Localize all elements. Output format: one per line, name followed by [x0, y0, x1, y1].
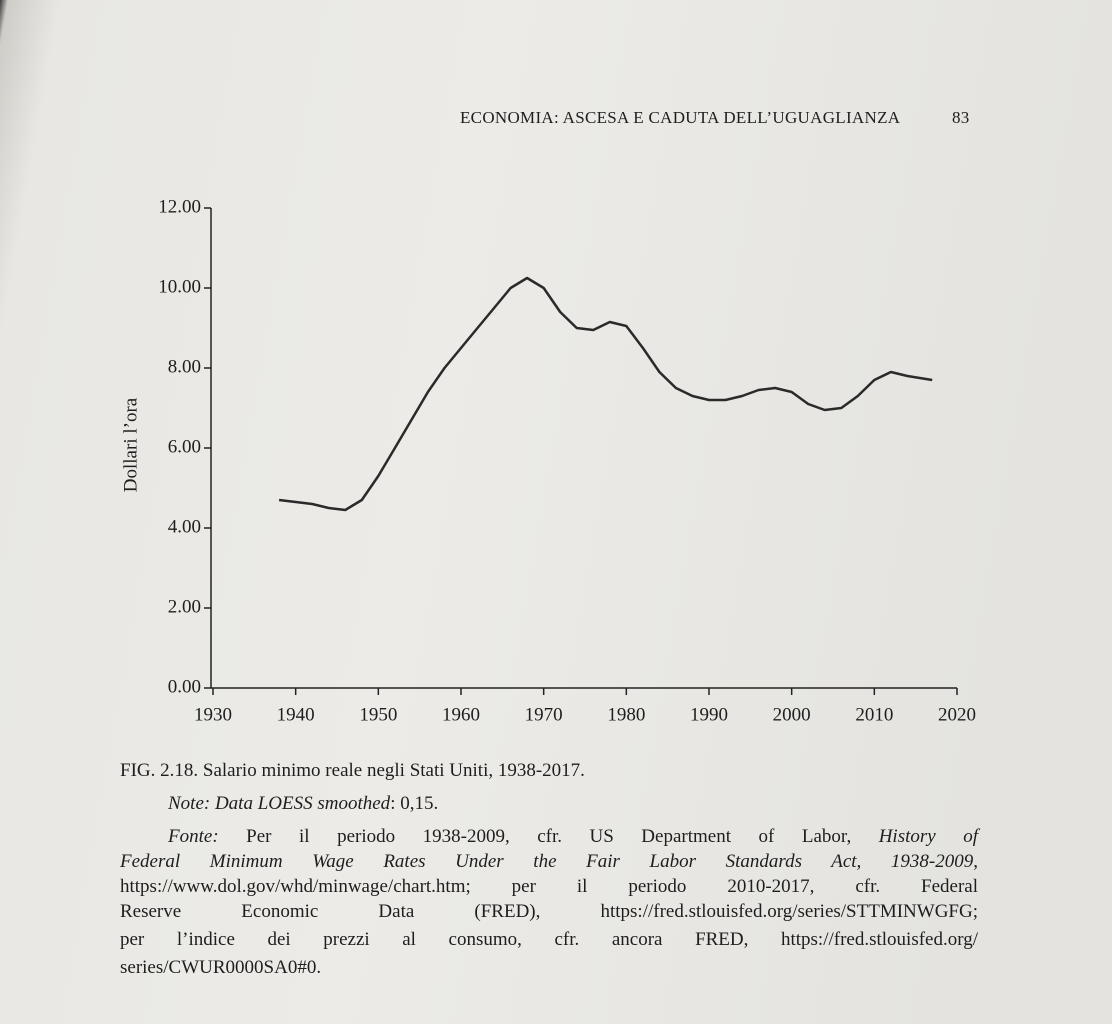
page-number: 83 [952, 108, 970, 127]
source-line: Federal Minimum Wage Rates Under the Fai… [120, 851, 978, 873]
figure-number: FIG. 2.18. [120, 760, 199, 781]
source-line: https://www.dol.gov/whd/minwage/chart.ht… [120, 876, 978, 898]
note-text: : 0,15. [390, 793, 439, 814]
y-tick-label: 0.00 [168, 676, 201, 697]
x-tick-label: 2010 [855, 704, 893, 725]
y-tick-label: 4.00 [168, 516, 201, 537]
source-text: https://www.dol.gov/whd/minwage/chart.ht… [120, 876, 978, 897]
note: Note: Data LOESS smoothed: 0,15. [168, 793, 1026, 815]
caption: FIG. 2.18. Salario minimo reale negli St… [120, 760, 978, 782]
x-tick-label: 1940 [277, 704, 315, 725]
note-text: Note: Data LOESS smoothed [168, 793, 391, 814]
y-tick-label: 10.00 [158, 276, 201, 297]
running-title: ECONOMIA: ASCESA E CADUTA DELL’UGUAGLIAN… [460, 108, 901, 127]
source-text: Per il periodo 1938-2009, cfr. US Depart… [218, 826, 879, 847]
y-tick-label: 8.00 [168, 356, 201, 377]
x-tick-label: 2000 [773, 704, 811, 725]
source-text: Federal Minimum Wage Rates Under the Fai… [120, 851, 974, 872]
x-tick-label: 1970 [525, 704, 563, 725]
x-tick-label: 1930 [194, 704, 232, 725]
y-tick-label: 2.00 [168, 596, 201, 617]
source-text: Fonte: [168, 826, 219, 847]
source-text: History of [878, 826, 978, 847]
figure-title: Salario minimo reale negli Stati Uniti, … [202, 760, 585, 781]
y-axis-label: Dollari l’ora [120, 397, 141, 492]
x-tick-label: 1980 [607, 704, 645, 725]
data-line [278, 276, 933, 512]
x-tick-label: 1960 [442, 704, 480, 725]
source-text: series/CWUR0000SA0#0. [120, 957, 322, 978]
x-tick-label: 1990 [690, 704, 728, 725]
y-tick-label: 12.00 [158, 196, 201, 217]
source-line: series/CWUR0000SA0#0. [120, 957, 978, 979]
x-tick-label: 2020 [938, 704, 976, 725]
source-line: Fonte: Per il periodo 1938-2009, cfr. US… [168, 826, 978, 848]
source-line: per l’indice dei prezzi al consumo, cfr.… [120, 929, 978, 951]
source-line: Reserve Economic Data (FRED), https://fr… [120, 901, 978, 923]
source-text: , [973, 851, 978, 872]
source-text: Reserve Economic Data (FRED), https://fr… [120, 901, 978, 922]
source-text: per l’indice dei prezzi al consumo, cfr.… [120, 929, 978, 950]
y-tick-label: 6.00 [168, 436, 201, 457]
x-tick-label: 1950 [359, 704, 397, 725]
